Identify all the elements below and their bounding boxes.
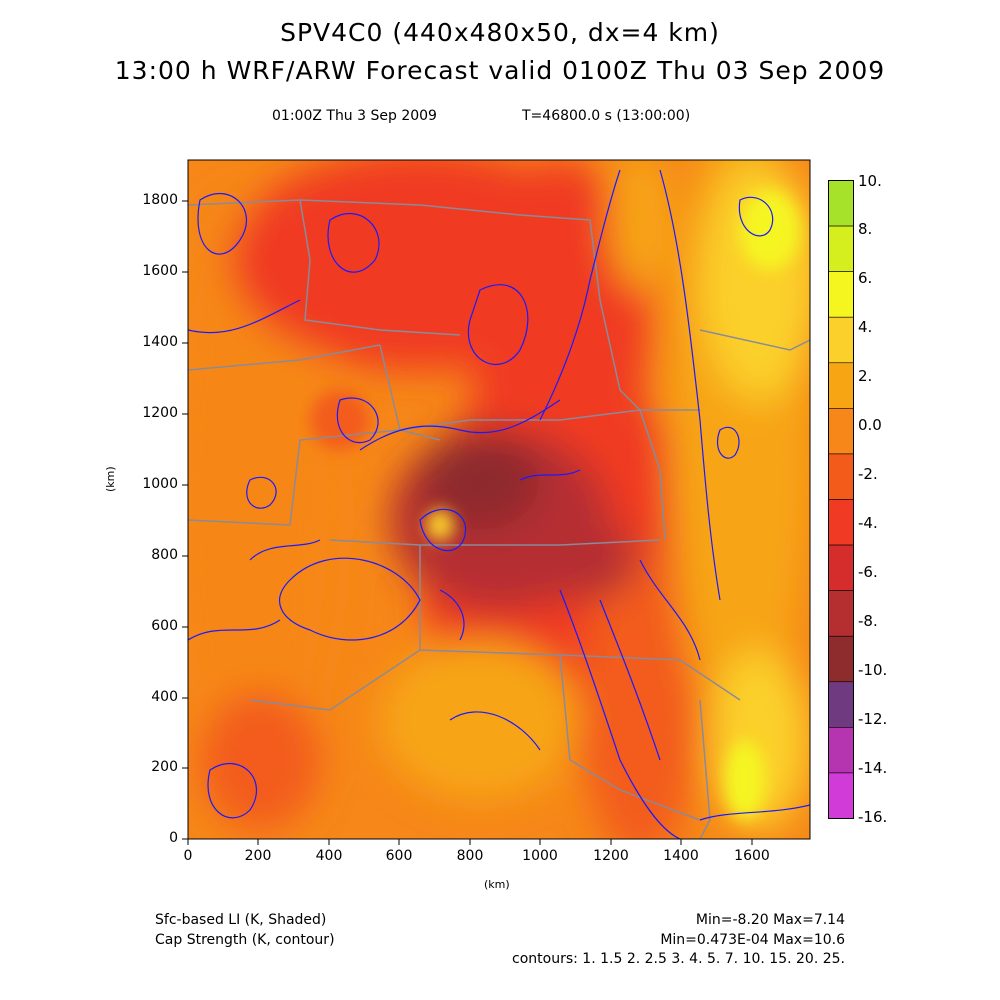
colorbar-cell bbox=[828, 408, 854, 455]
colorbar-label: 2. bbox=[858, 367, 873, 385]
colorbar bbox=[828, 180, 854, 819]
y-tick-label: 200 bbox=[151, 759, 178, 775]
y-tick-label: 1000 bbox=[142, 476, 178, 492]
colorbar-cell bbox=[828, 635, 854, 683]
colorbar-cell bbox=[828, 316, 854, 364]
x-tick-label: 0 bbox=[183, 848, 193, 864]
colorbar-cell bbox=[828, 271, 854, 318]
colorbar-cell bbox=[828, 225, 854, 272]
x-tick-label: 200 bbox=[244, 848, 272, 864]
y-tick-label: 1400 bbox=[142, 334, 178, 350]
x-tick-label: 1600 bbox=[734, 848, 770, 864]
x-axis-unit: (km) bbox=[484, 878, 510, 891]
colorbar-cell bbox=[828, 681, 854, 728]
model-time-label: T=46800.0 s (13:00:00) bbox=[522, 108, 691, 124]
valid-time-label: 01:00Z Thu 3 Sep 2009 bbox=[272, 108, 437, 124]
title-line-1: SPV4C0 (440x480x50, dx=4 km) bbox=[280, 18, 720, 47]
shaded-minmax: Min=-8.20 Max=7.14 bbox=[695, 912, 845, 928]
colorbar-cell bbox=[828, 362, 854, 409]
colorbar-cell bbox=[828, 727, 854, 774]
shaded-field-label: Sfc-based LI (K, Shaded) bbox=[155, 912, 327, 928]
y-tick-label: 1600 bbox=[142, 263, 178, 279]
colorbar-cell bbox=[828, 499, 854, 546]
contour-levels: contours: 1. 1.5 2. 2.5 3. 4. 5. 7. 10. … bbox=[512, 951, 845, 967]
contour-field-label: Cap Strength (K, contour) bbox=[155, 932, 335, 948]
y-tick-label: 400 bbox=[151, 689, 178, 705]
colorbar-label: -16. bbox=[858, 808, 888, 826]
y-tick-label: 800 bbox=[151, 547, 178, 563]
colorbar-label: -14. bbox=[858, 759, 888, 777]
x-tick-label: 800 bbox=[456, 848, 484, 864]
colorbar-label: -12. bbox=[858, 710, 888, 728]
li-shading bbox=[188, 160, 810, 839]
colorbar-label: -2. bbox=[858, 465, 878, 483]
colorbar-cell bbox=[828, 544, 854, 591]
colorbar-label: 0.0 bbox=[858, 416, 882, 434]
y-tick-label: 1800 bbox=[142, 192, 178, 208]
title-line-2: 13:00 h WRF/ARW Forecast valid 0100Z Thu… bbox=[114, 56, 886, 85]
colorbar-label: -6. bbox=[858, 563, 878, 581]
y-tick-label: 1200 bbox=[142, 405, 178, 421]
contour-minmax: Min=0.473E-04 Max=10.6 bbox=[660, 932, 845, 948]
colorbar-label: -8. bbox=[858, 612, 878, 630]
x-tick-label: 1400 bbox=[663, 848, 699, 864]
x-tick-label: 1000 bbox=[522, 848, 558, 864]
colorbar-label: 6. bbox=[858, 269, 873, 287]
colorbar-cell bbox=[828, 772, 854, 819]
y-tick-label: 600 bbox=[151, 618, 178, 634]
colorbar-label: -10. bbox=[858, 661, 888, 679]
colorbar-label: -4. bbox=[858, 514, 878, 532]
y-tick-label: 0 bbox=[169, 830, 178, 846]
x-tick-label: 400 bbox=[315, 848, 343, 864]
colorbar-label: 4. bbox=[858, 318, 873, 336]
x-tick-label: 1200 bbox=[593, 848, 629, 864]
colorbar-label: 8. bbox=[858, 220, 873, 238]
y-axis-unit: (km) bbox=[104, 466, 117, 492]
x-tick-label: 600 bbox=[385, 848, 413, 864]
colorbar-label: 10. bbox=[858, 172, 882, 190]
colorbar-cell bbox=[828, 180, 854, 227]
colorbar-cell bbox=[828, 453, 854, 500]
plot-frame bbox=[187, 159, 811, 840]
colorbar-cell bbox=[828, 590, 854, 637]
